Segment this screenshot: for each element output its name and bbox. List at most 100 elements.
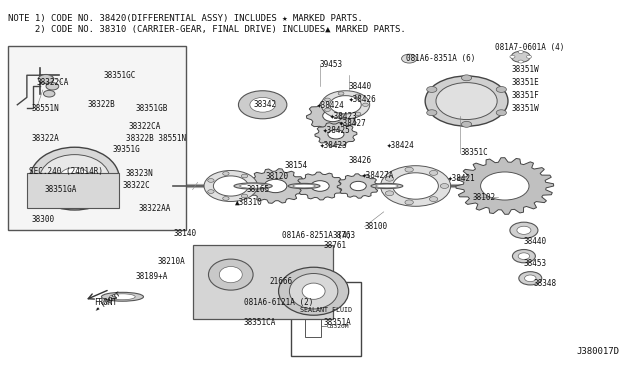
Ellipse shape xyxy=(405,167,413,172)
Text: SEC.240 (24014R): SEC.240 (24014R) xyxy=(29,167,103,176)
Ellipse shape xyxy=(302,283,325,299)
Ellipse shape xyxy=(427,110,437,116)
Text: 38426: 38426 xyxy=(349,155,372,165)
Polygon shape xyxy=(307,101,359,131)
Ellipse shape xyxy=(496,110,506,116)
Text: 38440: 38440 xyxy=(349,82,372,91)
Text: 38322C: 38322C xyxy=(122,182,150,190)
Polygon shape xyxy=(245,169,305,203)
Text: 38351F: 38351F xyxy=(511,91,539,100)
Text: 38440: 38440 xyxy=(524,237,547,246)
Text: ✦38423: ✦38423 xyxy=(320,141,348,150)
Ellipse shape xyxy=(308,304,318,308)
Ellipse shape xyxy=(250,97,275,112)
Ellipse shape xyxy=(338,114,344,118)
Text: 38300: 38300 xyxy=(32,215,55,224)
Text: ✦38424: ✦38424 xyxy=(317,100,344,109)
Ellipse shape xyxy=(223,197,229,201)
Ellipse shape xyxy=(323,110,343,122)
Text: FRONT: FRONT xyxy=(94,298,117,307)
Polygon shape xyxy=(296,172,344,200)
Text: SEALANT FLUID: SEALANT FLUID xyxy=(300,307,353,313)
Ellipse shape xyxy=(321,91,370,119)
Ellipse shape xyxy=(240,184,266,188)
Ellipse shape xyxy=(234,183,272,189)
Text: 38342: 38342 xyxy=(253,100,276,109)
Text: 081A7-0601A (4): 081A7-0601A (4) xyxy=(495,43,564,52)
Ellipse shape xyxy=(241,194,248,198)
Text: 38351GC: 38351GC xyxy=(103,71,136,80)
Text: ✦38425: ✦38425 xyxy=(323,126,351,135)
Text: 38322B: 38322B xyxy=(88,100,115,109)
Polygon shape xyxy=(456,158,554,214)
Text: 38322CA: 38322CA xyxy=(129,122,161,131)
Ellipse shape xyxy=(440,183,449,189)
Ellipse shape xyxy=(293,184,316,188)
Ellipse shape xyxy=(209,259,253,290)
Ellipse shape xyxy=(101,292,143,301)
Text: 38763: 38763 xyxy=(333,231,356,240)
Text: C8320M: C8320M xyxy=(326,324,349,329)
Ellipse shape xyxy=(461,75,472,81)
Text: 38351A: 38351A xyxy=(323,318,351,327)
Text: 38323N: 38323N xyxy=(125,169,154,177)
Ellipse shape xyxy=(511,51,531,62)
Ellipse shape xyxy=(208,190,214,193)
Text: 38140: 38140 xyxy=(173,230,196,238)
Ellipse shape xyxy=(40,155,109,203)
Ellipse shape xyxy=(338,92,344,95)
Text: 38322A: 38322A xyxy=(32,134,60,142)
Ellipse shape xyxy=(405,200,413,205)
Ellipse shape xyxy=(289,273,338,309)
Ellipse shape xyxy=(517,226,531,234)
Ellipse shape xyxy=(278,267,349,315)
Text: 38100: 38100 xyxy=(365,222,388,231)
Ellipse shape xyxy=(330,96,361,114)
Ellipse shape xyxy=(518,253,530,260)
Bar xyxy=(27,173,119,208)
Ellipse shape xyxy=(241,174,248,178)
Text: 38351E: 38351E xyxy=(511,78,539,87)
Text: ◄ FRONT: ◄ FRONT xyxy=(94,291,122,313)
Ellipse shape xyxy=(496,87,506,92)
Ellipse shape xyxy=(288,183,320,189)
Polygon shape xyxy=(315,122,357,146)
Ellipse shape xyxy=(44,90,55,97)
Text: ✦38427: ✦38427 xyxy=(339,119,367,128)
Text: 38154: 38154 xyxy=(285,161,308,170)
Ellipse shape xyxy=(381,166,451,206)
Ellipse shape xyxy=(363,103,369,106)
Text: J380017D: J380017D xyxy=(577,347,620,356)
Ellipse shape xyxy=(385,176,394,181)
Text: ✦38423: ✦38423 xyxy=(330,111,357,121)
Ellipse shape xyxy=(46,83,59,90)
Text: 38551N: 38551N xyxy=(32,104,60,113)
Text: 38351GB: 38351GB xyxy=(135,104,168,113)
Text: NOTE 1) CODE NO. 38420(DIFFERENTIAL ASSY) INCLUDES ★ MARKED PARTS.: NOTE 1) CODE NO. 38420(DIFFERENTIAL ASSY… xyxy=(8,14,362,23)
Text: 081A6-8251A (4): 081A6-8251A (4) xyxy=(282,231,351,240)
Ellipse shape xyxy=(481,172,529,200)
Ellipse shape xyxy=(328,130,344,139)
Ellipse shape xyxy=(510,222,538,238)
Ellipse shape xyxy=(436,83,497,119)
Text: 38351GA: 38351GA xyxy=(45,185,77,194)
Ellipse shape xyxy=(355,112,361,115)
Ellipse shape xyxy=(355,94,361,97)
Ellipse shape xyxy=(109,294,135,300)
Ellipse shape xyxy=(59,167,91,190)
Ellipse shape xyxy=(429,170,438,175)
Text: 38351CA: 38351CA xyxy=(244,318,276,327)
Text: 38102: 38102 xyxy=(473,193,496,202)
Text: 39453: 39453 xyxy=(320,60,343,69)
Text: 081A6-6121A (2): 081A6-6121A (2) xyxy=(244,298,313,307)
Text: 38348: 38348 xyxy=(534,279,557,288)
Ellipse shape xyxy=(427,87,437,92)
Ellipse shape xyxy=(208,179,214,182)
Ellipse shape xyxy=(204,170,257,202)
Text: ✦38421: ✦38421 xyxy=(447,174,475,183)
Ellipse shape xyxy=(401,54,417,63)
Ellipse shape xyxy=(518,51,524,54)
Ellipse shape xyxy=(38,74,54,83)
Text: 38120: 38120 xyxy=(266,172,289,181)
Ellipse shape xyxy=(371,183,403,189)
